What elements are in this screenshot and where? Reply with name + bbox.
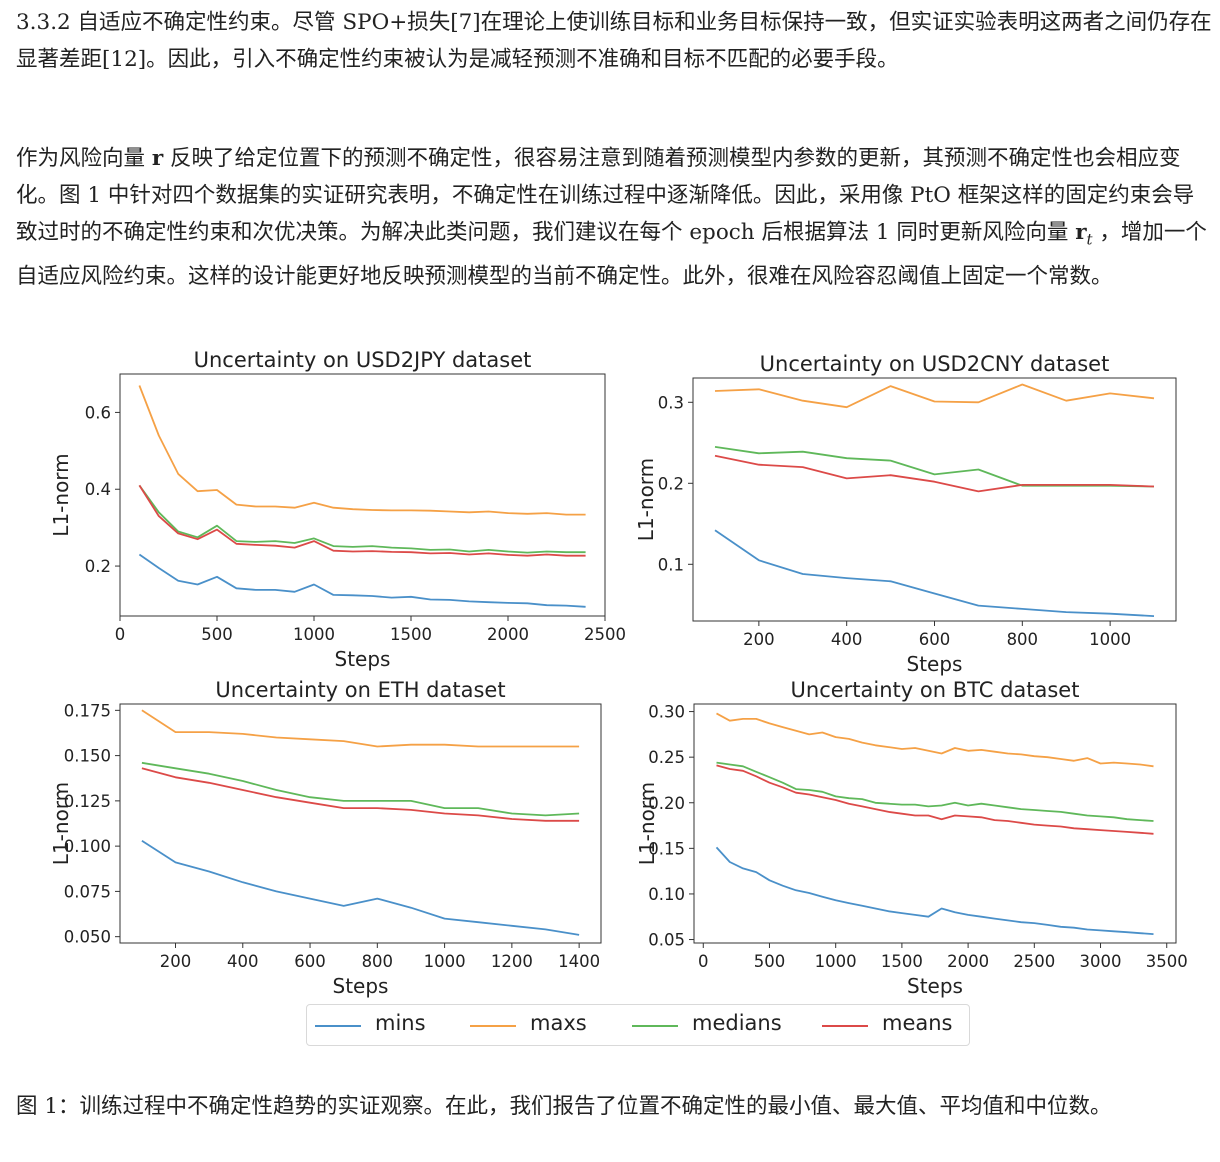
x-tick-label: 1400 — [558, 952, 600, 971]
series-line-mins — [138, 553, 586, 608]
x-tick-label: 600 — [294, 952, 326, 971]
chart-4: Uncertainty on BTC dataset 0 500 1000 1500 20… — [635, 678, 1188, 998]
legend-swatch-means — [822, 1025, 868, 1027]
x-tick-label: 3500 — [1146, 952, 1188, 971]
x-tick-label: 1500 — [881, 952, 923, 971]
series-line-means — [138, 484, 586, 557]
y-tick-label: 0.15 — [648, 839, 685, 858]
x-tick-label: 400 — [227, 952, 259, 971]
plot-frame — [692, 377, 1177, 622]
x-tick-label: 1200 — [491, 952, 533, 971]
chart-title: Uncertainty on USD2CNY dataset — [760, 352, 1110, 376]
y-tick-label: 0.175 — [64, 701, 111, 720]
plot-frame — [119, 703, 602, 944]
y-axis-label: L1-norm — [49, 782, 73, 865]
x-tick-label: 200 — [160, 952, 192, 971]
x-tick-label: 2500 — [1013, 952, 1055, 971]
y-axis-label: L1-norm — [49, 453, 73, 536]
x-tick-label: 2500 — [584, 625, 626, 644]
legend-label-maxs: maxs — [530, 1011, 587, 1035]
y-tick-label: 0.1 — [658, 555, 684, 574]
legend-label-mins: mins — [375, 1011, 426, 1035]
series-line-maxs — [716, 712, 1154, 768]
legend-swatch-maxs — [470, 1025, 516, 1027]
chart-1: Uncertainty on USD2JPY dataset 0 500 1000 15… — [49, 348, 626, 671]
uncertainty-figure: Uncertainty on USD2JPY dataset 0 500 1000 15… — [49, 348, 1188, 998]
y-axis-label: L1-norm — [635, 782, 659, 865]
x-tick-label: 2000 — [947, 952, 989, 971]
y-tick-label: 0.10 — [648, 885, 685, 904]
x-axis-label: Steps — [333, 974, 389, 998]
x-axis-label: Steps — [907, 974, 963, 998]
x-tick-label: 1000 — [293, 625, 335, 644]
y-tick-label: 0.050 — [64, 928, 111, 947]
x-tick-label: 2000 — [487, 625, 529, 644]
x-tick-label: 1000 — [815, 952, 857, 971]
series-line-maxs — [714, 383, 1155, 409]
x-tick-label: 200 — [743, 630, 775, 649]
y-tick-label: 0.25 — [648, 748, 685, 767]
x-tick-label: 800 — [362, 952, 394, 971]
x-tick-label: 1000 — [1089, 630, 1131, 649]
series-line-means — [714, 454, 1155, 493]
chart-title: Uncertainty on BTC dataset — [791, 678, 1080, 702]
x-tick-label: 3000 — [1080, 952, 1122, 971]
risk-vector-r: r — [151, 146, 164, 171]
series-line-mins — [715, 846, 1154, 935]
para2-part1: 作为风险向量 — [16, 146, 152, 171]
para2-part2: 反映了给定位置下的预测不确定性，很容易注意到随着预测模型内参数的更新，其预测不确… — [16, 146, 1195, 245]
y-tick-label: 0.125 — [64, 792, 111, 811]
y-tick-label: 0.150 — [64, 747, 111, 766]
series-line-mins — [141, 839, 580, 936]
series-line-medians — [138, 484, 586, 554]
series-line-medians — [716, 761, 1154, 822]
x-tick-label: 1000 — [424, 952, 466, 971]
x-tick-label: 0 — [115, 625, 126, 644]
chart-3: Uncertainty on ETH dataset 200 400 600 800 10… — [49, 678, 602, 998]
x-tick-label: 600 — [919, 630, 951, 649]
y-tick-label: 0.05 — [648, 931, 685, 950]
x-axis-label: Steps — [907, 652, 963, 676]
x-tick-label: 500 — [201, 625, 233, 644]
y-tick-label: 0.3 — [658, 393, 684, 412]
y-tick-label: 0.4 — [85, 480, 111, 499]
y-tick-label: 0.20 — [648, 794, 685, 813]
series-line-medians — [141, 761, 580, 817]
y-axis-label: L1-norm — [634, 458, 658, 541]
chart-title: Uncertainty on USD2JPY dataset — [194, 348, 532, 372]
y-tick-label: 0.2 — [658, 474, 684, 493]
y-tick-label: 0.6 — [85, 403, 111, 422]
series-line-mins — [714, 529, 1155, 617]
x-axis-label: Steps — [335, 647, 391, 671]
legend-swatch-mins — [315, 1025, 361, 1027]
series-line-means — [141, 767, 580, 822]
legend-label-means: means — [882, 1011, 953, 1035]
plot-frame — [119, 373, 606, 617]
legend-label-medians: medians — [692, 1011, 782, 1035]
y-tick-label: 0.30 — [648, 703, 685, 722]
chart-2: Uncertainty on USD2CNY dataset 200 400 600 8… — [634, 352, 1177, 676]
series-line-maxs — [138, 385, 586, 516]
para2-part3: ，增加一个自适应风险约束。这样的设计能更好地反映预测模型的当前不确定性。此外，很… — [16, 220, 1207, 290]
paragraph-risk-vector: 作为风险向量 r 反映了给定位置下的预测不确定性，很容易注意到随着预测模型内参数… — [16, 140, 1212, 295]
legend-swatch-medians — [632, 1025, 678, 1027]
chart-title: Uncertainty on ETH dataset — [215, 678, 505, 702]
y-tick-label: 0.100 — [64, 837, 111, 856]
risk-vector-rt: r — [1075, 220, 1087, 245]
x-tick-label: 400 — [831, 630, 863, 649]
risk-vector-subscript: t — [1086, 230, 1093, 249]
figure-legend: mins maxs medians means — [306, 1004, 970, 1046]
series-line-maxs — [141, 709, 580, 748]
x-tick-label: 0 — [698, 952, 709, 971]
x-tick-label: 800 — [1007, 630, 1039, 649]
y-tick-label: 0.2 — [85, 557, 111, 576]
y-tick-label: 0.075 — [64, 882, 111, 901]
x-tick-label: 500 — [754, 952, 786, 971]
plot-frame — [693, 703, 1177, 944]
paragraph-adaptive-constraint: 3.3.2 自适应不确定性约束。尽管 SPO+损失[7]在理论上使训练目标和业务… — [16, 10, 1212, 72]
figure-caption: 图 1：训练过程中不确定性趋势的实证观察。在此，我们报告了位置不确定性的最小值、… — [16, 1094, 1112, 1119]
series-line-means — [716, 764, 1154, 835]
x-tick-label: 1500 — [390, 625, 432, 644]
